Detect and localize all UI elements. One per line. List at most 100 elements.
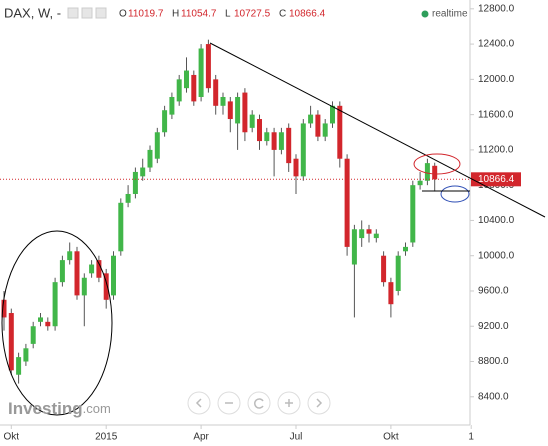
candle-body bbox=[235, 96, 241, 124]
button-icons bbox=[195, 398, 323, 409]
x-tick-label: Jul bbox=[290, 432, 303, 443]
candle-body bbox=[293, 158, 299, 177]
candle-body bbox=[103, 273, 109, 300]
candle-body bbox=[191, 74, 197, 102]
candle-body bbox=[8, 313, 14, 371]
candle-body bbox=[249, 114, 255, 128]
candle-body bbox=[344, 158, 350, 247]
candle-body bbox=[271, 132, 277, 150]
y-tick-label: 12400.0 bbox=[478, 39, 515, 50]
candle-body bbox=[81, 277, 87, 296]
icon[interactable] bbox=[81, 7, 93, 19]
x-tick-label: Apr bbox=[193, 432, 209, 443]
candle-body bbox=[322, 123, 328, 137]
watermark-suffix: .com bbox=[83, 401, 111, 416]
ohlc-value: 11054.7 bbox=[181, 9, 217, 20]
button-left[interactable] bbox=[187, 391, 211, 415]
y-tick-label: 12000.0 bbox=[478, 74, 515, 85]
candle-body bbox=[213, 79, 219, 106]
candle-body bbox=[198, 48, 204, 97]
x-tick-label: 1 bbox=[468, 432, 474, 443]
header-icons bbox=[67, 7, 107, 19]
ohlc-value: 10727.5 bbox=[234, 9, 271, 20]
candle-body bbox=[74, 251, 80, 296]
candle-body bbox=[147, 149, 153, 168]
candle-body bbox=[366, 229, 372, 234]
candle-body bbox=[16, 357, 22, 375]
ellipse-annotation bbox=[1, 230, 113, 416]
candle-body bbox=[154, 132, 160, 159]
candle-body bbox=[140, 167, 146, 177]
candle-body bbox=[257, 119, 262, 142]
y-tick-label: 8800.0 bbox=[478, 356, 509, 367]
ohlc-label: O bbox=[119, 9, 127, 20]
candle-body bbox=[169, 96, 175, 115]
candle-body bbox=[381, 255, 387, 283]
icon bbox=[285, 399, 293, 407]
candle-body bbox=[59, 260, 65, 283]
status-text: realtime bbox=[432, 9, 468, 20]
icon bbox=[316, 398, 323, 408]
candle-body bbox=[118, 202, 124, 252]
candle-body bbox=[30, 326, 36, 344]
x-tick-label: Okt bbox=[4, 432, 20, 443]
plot-area: 8400.0 8800.0 9200.0 9600.0 10000.0 10400.0 10… bbox=[0, 0, 521, 443]
candle-body bbox=[337, 105, 343, 159]
candle-body bbox=[315, 114, 321, 137]
last-price-label: 10866.4 bbox=[478, 174, 515, 185]
y-tick-label: 11600.0 bbox=[478, 109, 514, 120]
candle-body bbox=[300, 123, 306, 177]
candle-body bbox=[264, 132, 270, 142]
candle-body bbox=[403, 246, 408, 252]
candle-body bbox=[286, 127, 292, 164]
button-right[interactable] bbox=[307, 391, 331, 415]
y-tick-label: 10000.0 bbox=[478, 250, 515, 261]
icon[interactable] bbox=[67, 7, 79, 19]
ohlc-label: C bbox=[279, 9, 286, 20]
candle-body bbox=[410, 185, 416, 243]
candle-body bbox=[432, 165, 438, 180]
candle-body bbox=[45, 321, 51, 327]
candle-body bbox=[359, 229, 365, 239]
candle-body bbox=[227, 101, 233, 120]
y-tick-label: 12800.0 bbox=[478, 3, 515, 14]
candle-body bbox=[242, 92, 248, 133]
y-tick-label: 10400.0 bbox=[478, 215, 515, 226]
candle-body bbox=[388, 282, 394, 305]
watermark: Investing.com bbox=[8, 399, 111, 418]
candle-body bbox=[38, 317, 43, 322]
candle-body bbox=[424, 163, 430, 181]
button-reset[interactable] bbox=[247, 391, 271, 415]
candle-body bbox=[162, 110, 168, 133]
candle-body bbox=[96, 260, 102, 278]
x-tick-label: 2015 bbox=[95, 432, 118, 443]
y-tick-label: 9600.0 bbox=[478, 286, 509, 297]
ohlc-value: 11019.7 bbox=[128, 9, 164, 20]
candle-body bbox=[52, 282, 58, 327]
ellipse-annotation bbox=[413, 153, 461, 175]
status-dot bbox=[421, 10, 429, 18]
candle-body bbox=[125, 193, 131, 203]
icon bbox=[195, 398, 202, 408]
y-tick-label: 9200.0 bbox=[478, 321, 509, 332]
candle-body bbox=[23, 348, 29, 362]
x-tick-label: Okt bbox=[383, 432, 399, 443]
last-price-box bbox=[471, 172, 521, 187]
trend-line bbox=[209, 42, 546, 218]
candle-body bbox=[351, 229, 357, 265]
candle-body bbox=[417, 180, 423, 186]
chart-title: DAX, W, - bbox=[4, 5, 61, 20]
candle-body bbox=[278, 132, 284, 150]
candle-body bbox=[330, 105, 335, 124]
ohlc-value: 10866.4 bbox=[289, 9, 326, 20]
candle-body bbox=[89, 264, 95, 274]
candle-body bbox=[132, 171, 138, 194]
ohlc-label: L bbox=[225, 9, 231, 20]
y-tick-label: 11200.0 bbox=[478, 145, 514, 156]
candle-body bbox=[184, 70, 189, 89]
icon[interactable] bbox=[95, 7, 107, 19]
candle-body bbox=[373, 233, 379, 239]
candle-body bbox=[111, 255, 116, 296]
